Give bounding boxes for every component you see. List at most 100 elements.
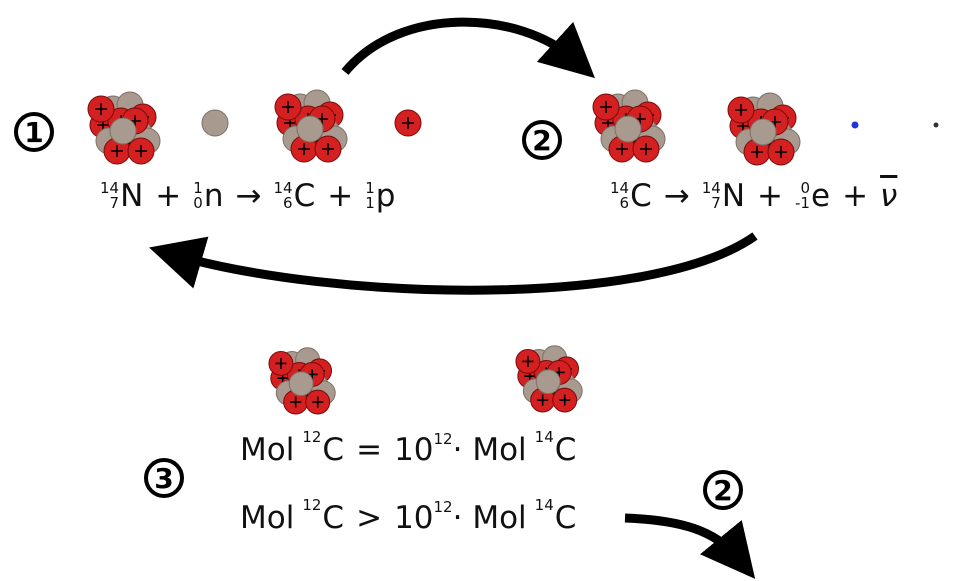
power: 10 12	[394, 430, 453, 468]
step-marker: 2	[703, 470, 743, 510]
charge-sign	[275, 357, 287, 369]
symbol: n	[203, 178, 224, 214]
mass-number: 1	[365, 179, 375, 197]
ratio-line: Mol 12 C = 10 12 · Mol 14 C	[240, 430, 577, 469]
mass-number: 12	[302, 428, 322, 446]
charge-sign	[95, 103, 107, 115]
isotope-numbers: 12	[302, 498, 321, 513]
text: · Mol	[452, 432, 527, 468]
symbol: N	[721, 178, 746, 214]
power: 10 12	[394, 498, 453, 536]
symbol: C	[630, 178, 652, 214]
isotope-numbers: 14 7	[100, 181, 119, 211]
text: Mol	[240, 432, 295, 468]
symbol: N	[120, 178, 144, 214]
symbol: C	[554, 500, 577, 536]
exponent: 12	[433, 498, 453, 516]
charge-sign	[402, 117, 414, 129]
charge-sign	[298, 143, 310, 155]
charge-sign	[559, 394, 571, 406]
symbol: ν	[880, 178, 898, 214]
operator: →	[235, 178, 262, 214]
neutron	[296, 115, 324, 143]
neutrino	[933, 122, 939, 128]
atomic-number: 7	[109, 194, 120, 212]
reaction: 14 6 C → 14 7 N +0 -1 e + ν	[610, 178, 897, 214]
nuclide: ν	[880, 178, 897, 214]
isotope-numbers: 0 -1	[795, 181, 810, 211]
step-marker: 3	[144, 458, 184, 498]
neutron	[614, 115, 642, 143]
operator: +	[757, 178, 784, 214]
neutron	[109, 117, 137, 145]
charge-sign	[312, 396, 324, 408]
exponent: 12	[433, 430, 453, 448]
neutron	[535, 369, 561, 395]
isotope-numbers: 14	[535, 430, 554, 445]
isotope-numbers: 14 6	[273, 181, 292, 211]
arrow	[624, 513, 756, 579]
operator: +	[842, 178, 869, 214]
charge-sign	[537, 394, 549, 406]
mass-number: 14	[534, 428, 554, 446]
symbol: C	[554, 432, 577, 468]
charge-sign	[600, 101, 612, 113]
text: · Mol	[452, 500, 527, 536]
nuclide: 14 C	[535, 430, 577, 469]
charge-sign	[111, 145, 123, 157]
arrow	[341, 17, 595, 79]
charge-sign	[135, 145, 147, 157]
isotope-numbers: 14 6	[610, 181, 629, 211]
atomic-number: 0	[193, 194, 203, 212]
symbol: C	[293, 178, 316, 214]
nuclide: 14 7 N	[702, 178, 745, 214]
neutron	[201, 109, 229, 137]
mass-number: 14	[610, 179, 630, 197]
atomic-number: -1	[795, 194, 810, 212]
nuclide: 14 6 C	[273, 178, 315, 214]
charge-sign	[735, 104, 747, 116]
operator: →	[663, 178, 690, 214]
nuclide: 0 -1 e	[795, 178, 830, 214]
charge-sign	[282, 101, 294, 113]
charge-sign	[775, 146, 787, 158]
mass-number: 14	[100, 179, 120, 197]
symbol: C	[322, 500, 345, 536]
symbol: e	[810, 178, 831, 214]
nuclide: 12 C	[302, 430, 345, 469]
atomic-number: 6	[619, 194, 630, 212]
isotope-numbers: 14 7	[702, 181, 721, 211]
step-marker: 1	[14, 112, 54, 152]
atomic-number: 6	[283, 194, 293, 212]
symbol: C	[322, 432, 345, 468]
mass-number: 14	[534, 496, 554, 514]
nuclide: 14 6 C	[610, 178, 652, 214]
mass-number: 0	[800, 179, 810, 197]
atomic-number: 1	[365, 194, 375, 212]
electron	[851, 121, 859, 129]
mass-number: 1	[193, 179, 203, 197]
mass-number: 12	[302, 496, 322, 514]
nuclide: 12 C	[302, 498, 345, 537]
operator: >	[356, 500, 383, 536]
charge-sign	[290, 396, 302, 408]
charge-sign	[322, 143, 334, 155]
reaction: 14 7 N +1 0 n → 14 6 C +1 1 p	[100, 178, 395, 214]
base: 10	[394, 500, 434, 536]
nuclide: 14 7 N	[100, 178, 143, 214]
isotope-numbers: 12	[302, 430, 321, 445]
operator: +	[155, 178, 182, 214]
step-marker: 2	[522, 120, 562, 160]
arrow	[149, 232, 758, 295]
isotope-numbers: 14	[535, 498, 554, 513]
mass-number: 14	[273, 179, 293, 197]
text: Mol	[240, 500, 295, 536]
atomic-number: 7	[711, 194, 721, 212]
neutron	[749, 118, 777, 146]
